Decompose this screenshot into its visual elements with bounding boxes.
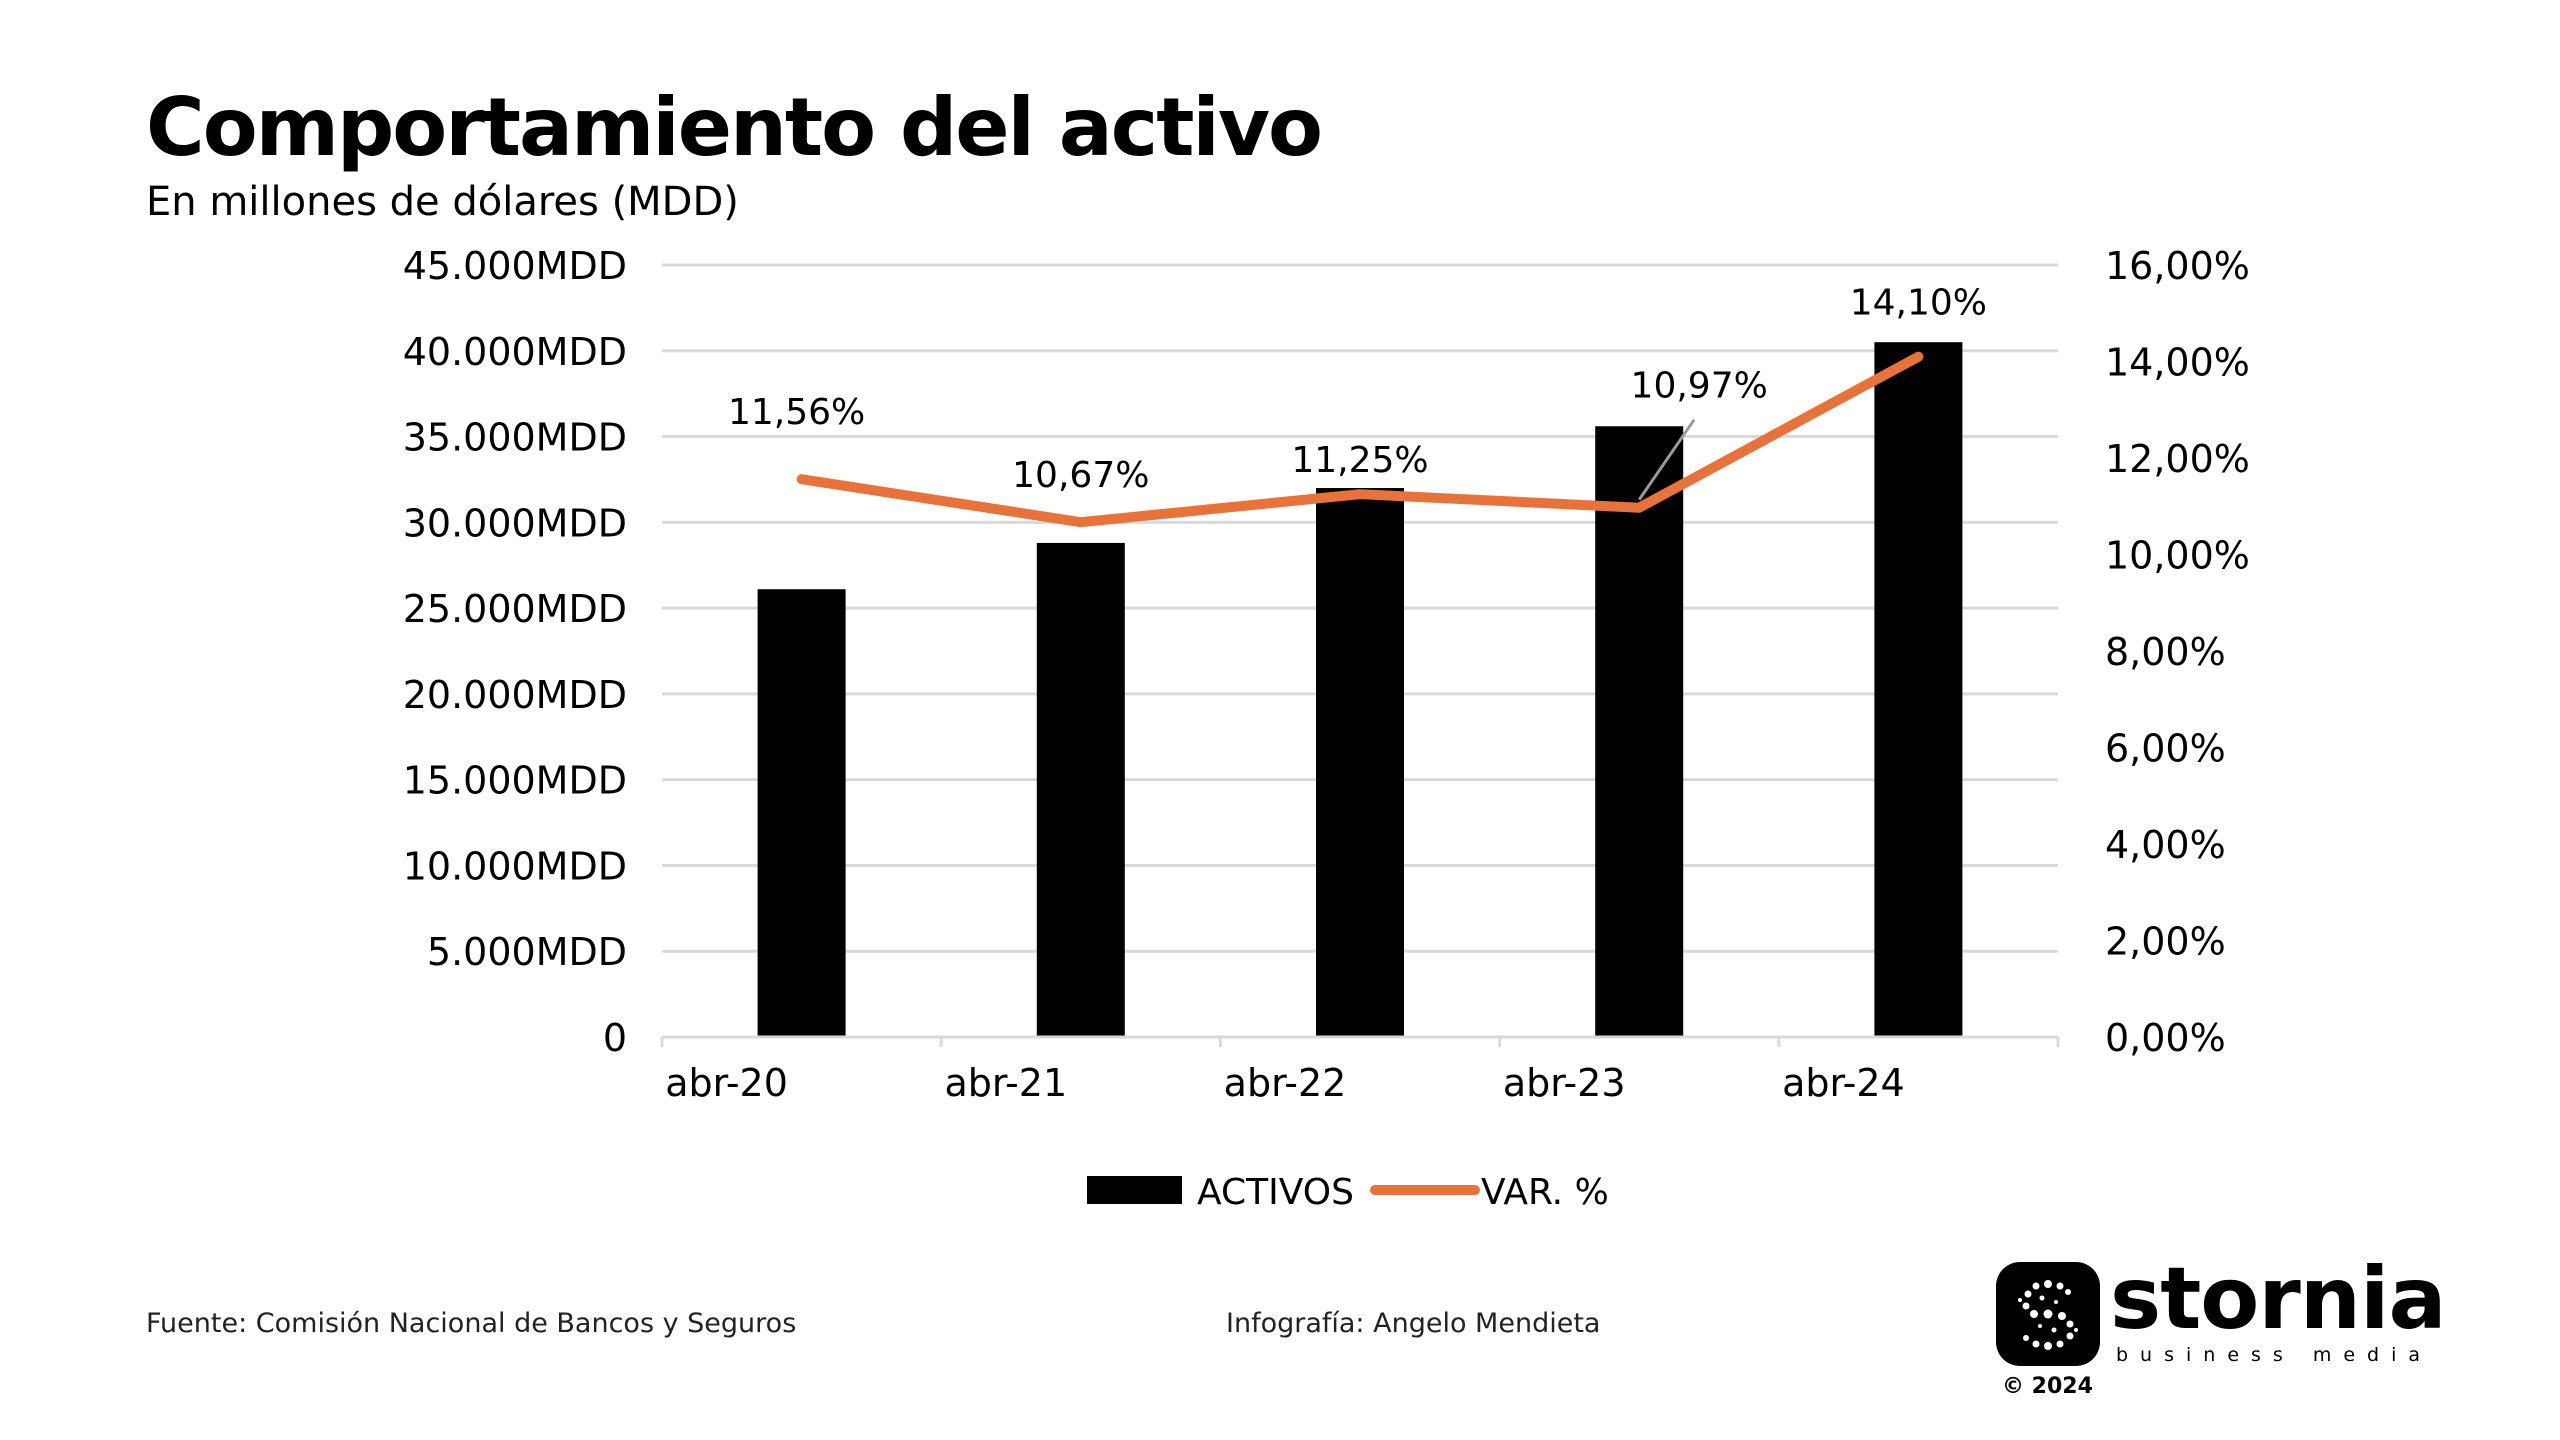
- y-right-tick-label: 8,00%: [2105, 630, 2226, 674]
- line-point: [800, 478, 803, 481]
- x-tick-label: abr-24: [1782, 1061, 1905, 1105]
- credit-note: Infografía: Angelo Mendieta: [1226, 1308, 1601, 1339]
- bar-activos: [1316, 488, 1404, 1037]
- y-left-tick-label: 35.000MDD: [403, 416, 627, 460]
- y-left-tick-label: 10.000MDD: [403, 844, 627, 888]
- stornia-logo-icon: [1996, 1262, 2100, 1366]
- x-tick-label: abr-20: [665, 1061, 788, 1105]
- leader-line: [1637, 418, 1696, 501]
- y-right-tick-label: 14,00%: [2105, 341, 2250, 385]
- line-point: [1917, 355, 1920, 358]
- data-label: 10,67%: [1012, 455, 1149, 496]
- axes: 0 5.000MDD 10.000MDD 15.000MDD 20.000MDD 25.0…: [403, 244, 2250, 1105]
- y-left-tick-label: 25.000MDD: [403, 587, 627, 631]
- bar-activos: [1036, 542, 1125, 1037]
- line-point: [1638, 506, 1641, 509]
- bar-activos: [1595, 426, 1684, 1037]
- chart-title: Comportamiento del activo: [146, 81, 1323, 174]
- var-line: [796, 351, 1924, 528]
- y-left-tick-label: 5.000MDD: [427, 930, 627, 974]
- bar-activos: [1874, 342, 1963, 1037]
- legend-label-activos: ACTIVOS: [1197, 1172, 1354, 1213]
- y-left-tick-label: 45.000MDD: [403, 244, 627, 288]
- y-left-tick-label: 40.000MDD: [403, 330, 627, 374]
- legend-label-var: VAR. %: [1481, 1172, 1609, 1213]
- y-right-tick-label: 2,00%: [2105, 920, 2226, 964]
- bar-activos: [757, 589, 846, 1037]
- line-point: [1079, 521, 1082, 524]
- brand-tagline: business media: [2116, 1344, 2433, 1366]
- legend: ACTIVOS VAR. %: [1087, 1172, 1609, 1213]
- brand-name: stornia: [2110, 1249, 2447, 1349]
- y-right-tick-label: 4,00%: [2105, 823, 2226, 867]
- activos-bars: [757, 342, 1963, 1037]
- y-left-tick-label: 0: [603, 1016, 627, 1060]
- source-note: Fuente: Comisión Nacional de Bancos y Se…: [146, 1308, 797, 1339]
- y-right-tick-label: 6,00%: [2105, 727, 2226, 771]
- x-tick-label: abr-21: [944, 1061, 1067, 1105]
- x-tick-label: abr-23: [1503, 1061, 1626, 1105]
- data-label: 10,97%: [1631, 366, 1768, 407]
- copyright: © 2024: [2002, 1374, 2093, 1399]
- data-label: 14,10%: [1850, 283, 1987, 324]
- x-tick-label: abr-22: [1224, 1061, 1347, 1105]
- chart-subtitle: En millones de dólares (MDD): [146, 179, 739, 225]
- y-right-tick-label: 16,00%: [2105, 244, 2250, 288]
- y-right-tick-label: 10,00%: [2105, 534, 2250, 578]
- data-labels: 11,56% 10,67% 11,25% 10,97% 14,10%: [728, 283, 1987, 501]
- y-right-tick-label: 0,00%: [2105, 1016, 2226, 1060]
- y-left-tick-label: 20.000MDD: [403, 673, 627, 717]
- y-left-tick-label: 15.000MDD: [403, 759, 627, 803]
- brand-logo: stornia business media © 2024: [1996, 1256, 2447, 1402]
- legend-swatch-activos: [1087, 1176, 1182, 1204]
- y-left-tick-label: 30.000MDD: [403, 501, 627, 545]
- line-point: [1359, 493, 1361, 496]
- data-label: 11,25%: [1291, 440, 1428, 481]
- data-label: 11,56%: [728, 392, 865, 433]
- y-right-tick-label: 12,00%: [2105, 437, 2250, 481]
